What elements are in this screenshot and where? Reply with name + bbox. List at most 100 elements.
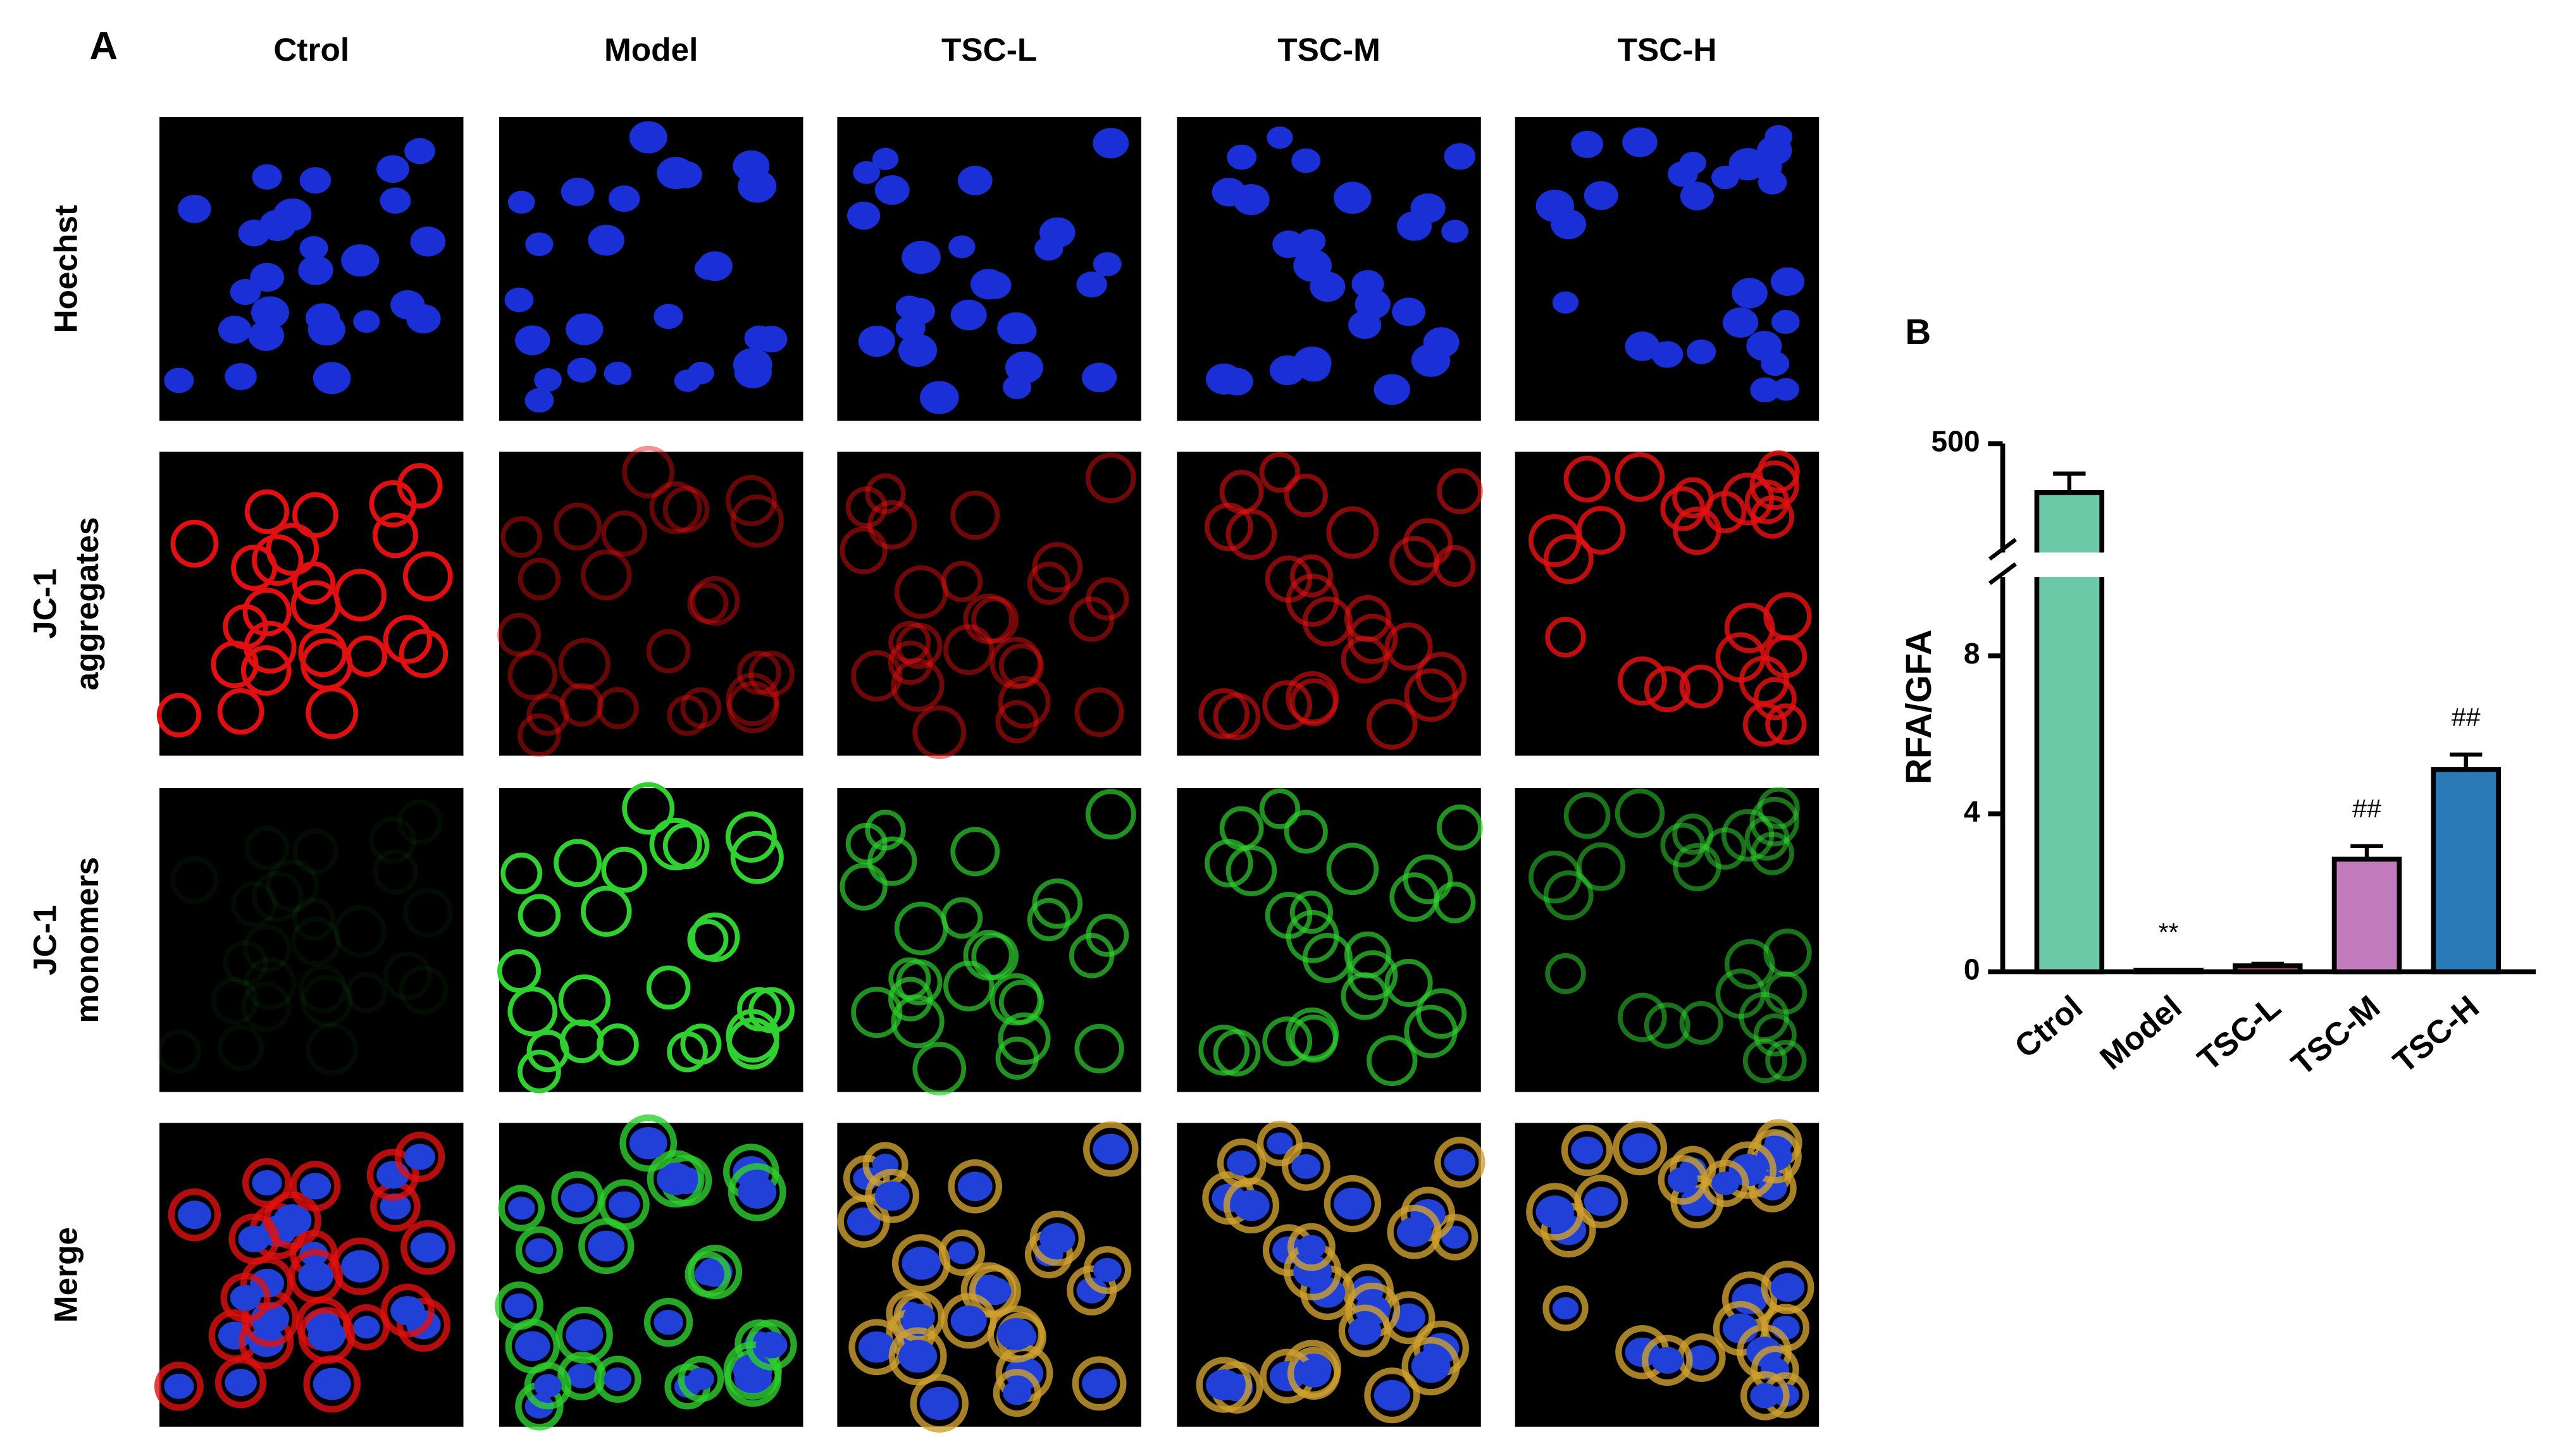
mito-ring — [1765, 703, 1807, 745]
micrograph — [156, 452, 464, 756]
mito-ring — [1286, 574, 1339, 627]
nucleus — [341, 1250, 380, 1283]
mito-ring — [1259, 452, 1301, 493]
nucleus — [654, 304, 683, 330]
micrograph — [837, 452, 1141, 760]
nucleus — [687, 361, 714, 385]
column-header: TSC-H — [1617, 31, 1716, 68]
nucleus — [1687, 339, 1716, 364]
nucleus — [1227, 1150, 1256, 1176]
mito-ring — [891, 658, 945, 712]
mito-ring — [1416, 988, 1467, 1039]
nucleus — [298, 255, 333, 285]
micrograph — [837, 1121, 1141, 1433]
mito-ring — [500, 852, 543, 894]
mito-ring — [555, 1306, 613, 1364]
nucleus — [694, 257, 721, 280]
mito-ring — [1029, 1211, 1085, 1266]
mito-ring — [685, 1251, 731, 1298]
mito-ring — [737, 650, 781, 695]
nucleus — [1441, 219, 1468, 243]
mito-ring — [301, 638, 353, 691]
mito-ring — [1364, 1367, 1420, 1424]
nucleus — [1206, 1369, 1243, 1401]
nucleus — [561, 177, 595, 206]
nucleus — [948, 1241, 976, 1264]
nucleus — [1584, 1187, 1618, 1216]
mito-ring — [1341, 972, 1389, 1020]
mito-ring — [989, 636, 1043, 689]
mito-ring — [1367, 1035, 1418, 1087]
nucleus — [872, 147, 899, 170]
nucleus — [1334, 1187, 1372, 1220]
micrograph — [1515, 450, 1820, 756]
nucleus — [1396, 211, 1432, 241]
nucleus — [534, 368, 562, 392]
mito-ring — [622, 445, 675, 498]
nucleus — [903, 1304, 935, 1331]
mito-ring — [1742, 702, 1787, 747]
nucleus — [507, 1196, 535, 1220]
micrograph — [499, 116, 803, 421]
mito-ring — [888, 1327, 947, 1386]
nucleus — [1444, 1149, 1476, 1176]
significance-label: ## — [2452, 702, 2481, 731]
mito-ring — [995, 1036, 1039, 1080]
error-bar — [2450, 752, 2483, 770]
nucleus — [1571, 1137, 1603, 1164]
mito-ring — [518, 1049, 561, 1094]
nucleus — [1392, 297, 1426, 326]
mito-ring — [526, 1030, 569, 1073]
mito-ring — [242, 1158, 292, 1208]
mito-ring — [507, 986, 558, 1037]
mito-ring — [1529, 514, 1582, 567]
mito-ring — [372, 512, 418, 558]
mito-ring — [1658, 1155, 1708, 1205]
mito-ring — [910, 1374, 969, 1433]
mito-ring — [896, 959, 943, 1006]
mito-ring — [1225, 509, 1277, 560]
row-label: JC-1 — [26, 905, 63, 975]
nucleus — [230, 279, 261, 305]
nucleus — [755, 325, 788, 353]
x-tick-label: TSC-M — [2284, 988, 2386, 1082]
column-header: Model — [604, 31, 698, 68]
mito-ring — [1284, 473, 1328, 517]
mito-ring — [725, 475, 777, 527]
nucleus — [1206, 363, 1243, 395]
nucleus — [252, 1169, 282, 1196]
y-axis-label: RFA/GFA — [1899, 629, 1938, 784]
mito-ring — [1196, 1357, 1252, 1413]
mito-ring — [643, 1297, 693, 1347]
nucleus — [957, 1171, 993, 1201]
column-header: TSC-L — [941, 31, 1037, 68]
mito-ring — [601, 846, 647, 893]
mito-ring — [557, 1352, 606, 1400]
nucleus — [353, 310, 380, 333]
nucleus — [1374, 1379, 1410, 1411]
nucleus — [1584, 181, 1618, 211]
nucleus — [1651, 1347, 1684, 1374]
nucleus — [1750, 1383, 1780, 1409]
nucleus — [1348, 1316, 1382, 1345]
mito-ring — [1721, 472, 1775, 526]
row-label: JC-1 — [26, 569, 63, 639]
mito-ring — [891, 994, 945, 1049]
mito-ring — [242, 924, 292, 973]
mito-ring — [597, 1023, 639, 1066]
nucleus — [1571, 130, 1603, 158]
mito-ring — [288, 1249, 344, 1304]
nucleus — [1093, 1133, 1129, 1164]
mito-ring — [244, 489, 290, 534]
mito-ring — [1612, 1121, 1668, 1176]
mito-ring — [1543, 870, 1594, 921]
mito-ring — [1083, 1246, 1132, 1294]
mito-ring — [622, 782, 675, 835]
mito-ring — [1387, 1204, 1442, 1259]
mito-ring — [1082, 1121, 1139, 1177]
mito-ring — [554, 839, 602, 887]
mito-ring — [1348, 614, 1398, 664]
mito-ring — [397, 463, 443, 509]
mito-ring — [1086, 577, 1129, 620]
mito-ring — [1526, 1183, 1584, 1241]
